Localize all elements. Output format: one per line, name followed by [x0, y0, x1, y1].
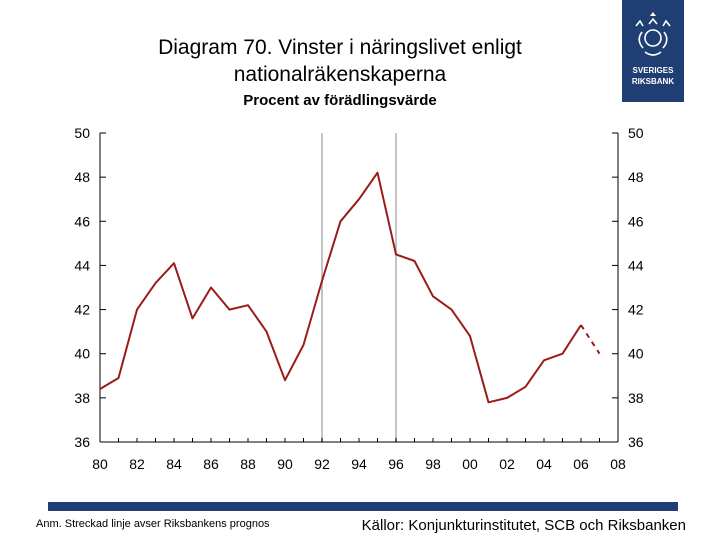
sources-text: Källor: Konjunkturinstitutet, SCB och Ri…: [361, 517, 686, 534]
y-tick-label-right-40: 40: [628, 346, 644, 362]
x-tick-label-92: 92: [314, 456, 330, 472]
chart-title: Diagram 70. Vinster i näringslivet enlig…: [158, 36, 522, 86]
x-tick-label-98: 98: [425, 456, 441, 472]
y-tick-label-left-42: 42: [74, 302, 90, 318]
x-tick-label-00: 00: [462, 456, 478, 472]
x-tick-label-84: 84: [166, 456, 182, 472]
y-tick-label-left-36: 36: [74, 434, 90, 450]
series-line-outcome: [99, 171, 582, 404]
x-tick-label-96: 96: [388, 456, 404, 472]
y-tick-label-right-36: 36: [628, 434, 644, 450]
x-tick-label-94: 94: [351, 456, 367, 472]
y-tick-label-left-44: 44: [74, 257, 90, 273]
y-tick-label-left-50: 50: [74, 125, 90, 141]
x-tick-label-90: 90: [277, 456, 293, 472]
logo-text-sveriges: SVERIGES: [633, 66, 675, 75]
logo-text-riksbank: RIKSBANK: [632, 77, 674, 86]
forecast-note: Anm. Streckad linje avser Riksbankens pr…: [36, 518, 270, 530]
y-tick-label-right-46: 46: [628, 213, 644, 229]
series-line-forecast: [580, 324, 601, 355]
y-tick-label-left-38: 38: [74, 390, 90, 406]
y-tick-label-right-38: 38: [628, 390, 644, 406]
y-tick-label-left-46: 46: [74, 213, 90, 229]
y-tick-label-right-48: 48: [628, 169, 644, 185]
x-tick-label-82: 82: [129, 456, 145, 472]
x-tick-label-08: 08: [610, 456, 626, 472]
y-tick-label-right-50: 50: [628, 125, 644, 141]
x-tick-label-02: 02: [499, 456, 515, 472]
x-tick-label-86: 86: [203, 456, 219, 472]
riksbank-logo: SVERIGES RIKSBANK: [622, 0, 684, 102]
footer-bar: [48, 502, 678, 511]
y-tick-label-right-42: 42: [628, 302, 644, 318]
y-tick-label-left-40: 40: [74, 346, 90, 362]
y-tick-label-right-44: 44: [628, 257, 644, 273]
x-tick-label-06: 06: [573, 456, 589, 472]
x-tick-label-04: 04: [536, 456, 552, 472]
chart-subtitle: Procent av förädlingsvärde: [243, 92, 437, 109]
x-tick-label-80: 80: [92, 456, 108, 472]
y-tick-label-left-48: 48: [74, 169, 90, 185]
x-tick-label-88: 88: [240, 456, 256, 472]
line-chart: 36 36 38 38 40 40 42 42 44 44 46 46 48 48 50 50 80 82 84 86…: [74, 125, 644, 472]
